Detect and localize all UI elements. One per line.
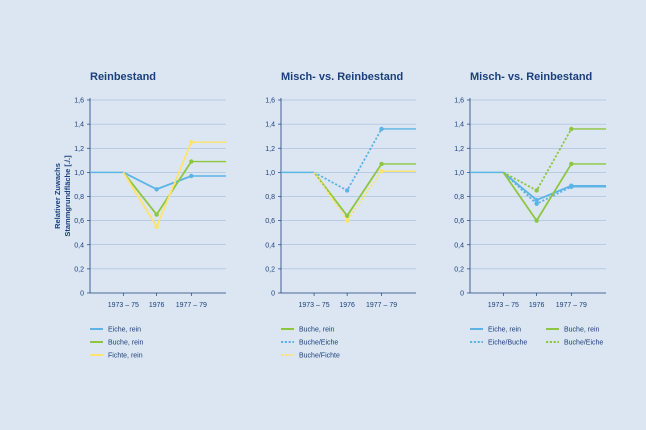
legend-label: Eiche/Buche (488, 340, 527, 347)
y-tick-label: 0,6 (265, 218, 275, 225)
chart-panel-1: Reinbestand 0 0,2 0,4 0,6 0,8 1,0 1,2 1,4 1,6 1973… (74, 71, 226, 360)
y-axis-label: Relativer ZuwachsStammgrundfläche [./.] (53, 155, 72, 237)
data-point (189, 140, 194, 145)
chart-panel-2: Misch- vs. Reinbestand 0 0,2 0,4 0,6 0,8 1,0 1,… (265, 71, 416, 360)
y-tick-label: 1,2 (265, 146, 275, 153)
y-axis-label-line: Relativer Zuwachs (53, 163, 62, 229)
legend-label: Buche/Eiche (564, 340, 603, 347)
series-line (313, 128, 383, 192)
y-tick-label: 0,8 (454, 194, 464, 201)
y-tick-label: 1,0 (454, 170, 464, 177)
x-tick-label: 1976 (339, 302, 355, 309)
y-tick-label: 1,2 (74, 146, 84, 153)
y-tick-label: 0,8 (265, 194, 275, 201)
legend-label: Buche/Eiche (299, 340, 338, 347)
legend-label: Buche/Fichte (299, 353, 340, 360)
chart-panel-3: Misch- vs. Reinbestand 0 0,2 0,4 0,6 0,8 1,0 1,… (454, 71, 606, 347)
y-tick-label: 0,6 (454, 218, 464, 225)
data-point (344, 218, 350, 223)
y-tick-label: 0,4 (265, 242, 275, 249)
x-tick-label: 1973 – 75 (298, 302, 329, 309)
legend-label: Fichte, rein (108, 353, 143, 360)
x-tick-label: 1976 (149, 302, 165, 309)
data-point (154, 212, 159, 217)
y-tick-label: 0 (460, 291, 464, 298)
data-point (154, 224, 159, 229)
data-point (189, 173, 194, 179)
data-point (189, 159, 194, 164)
x-tick-label: 1977 – 79 (366, 302, 397, 309)
y-tick-label: 0,4 (74, 242, 84, 249)
chart-title: Reinbestand (90, 71, 156, 83)
y-tick-label: 1,4 (265, 122, 275, 129)
x-tick-label: 1976 (529, 302, 545, 309)
data-point (569, 161, 574, 167)
data-point (344, 213, 350, 218)
x-tick-label: 1977 – 79 (556, 302, 587, 309)
y-tick-label: 0,2 (454, 266, 464, 273)
legend-label: Buche, rein (299, 327, 335, 334)
data-point (379, 168, 384, 174)
y-tick-label: 1,2 (454, 146, 464, 153)
data-point (534, 201, 539, 206)
data-point (534, 188, 539, 193)
data-point (569, 184, 574, 190)
chart-title: Misch- vs. Reinbestand (281, 71, 403, 83)
y-tick-label: 1,0 (265, 170, 275, 177)
y-tick-label: 0 (80, 291, 84, 298)
y-tick-label: 1,6 (265, 98, 275, 105)
data-point (154, 187, 159, 192)
y-tick-label: 0,8 (74, 194, 84, 201)
legend-label: Buche, rein (564, 327, 600, 334)
y-tick-label: 0,4 (454, 242, 464, 249)
data-point (534, 218, 539, 223)
x-tick-label: 1973 – 75 (108, 302, 139, 309)
data-point (569, 126, 574, 132)
y-tick-label: 0,6 (74, 218, 84, 225)
y-tick-label: 1,6 (454, 98, 464, 105)
legend-label: Eiche, rein (108, 327, 141, 334)
legend-label: Eiche, rein (488, 327, 521, 334)
y-axis-label-line: Stammgrundfläche [./.] (63, 155, 72, 237)
y-tick-label: 1,4 (454, 122, 464, 129)
y-tick-label: 0 (271, 291, 275, 298)
y-tick-label: 1,0 (74, 170, 84, 177)
y-tick-label: 0,2 (265, 266, 275, 273)
data-point (534, 197, 539, 203)
legend-label: Buche, rein (108, 340, 144, 347)
y-tick-label: 1,4 (74, 122, 84, 129)
x-tick-label: 1973 – 75 (488, 302, 519, 309)
x-tick-label: 1977 – 79 (176, 302, 207, 309)
y-tick-label: 0,2 (74, 266, 84, 273)
y-tick-label: 1,6 (74, 98, 84, 105)
data-point (344, 188, 350, 193)
data-point (379, 161, 384, 167)
chart-title: Misch- vs. Reinbestand (470, 71, 592, 83)
data-point (379, 126, 384, 132)
